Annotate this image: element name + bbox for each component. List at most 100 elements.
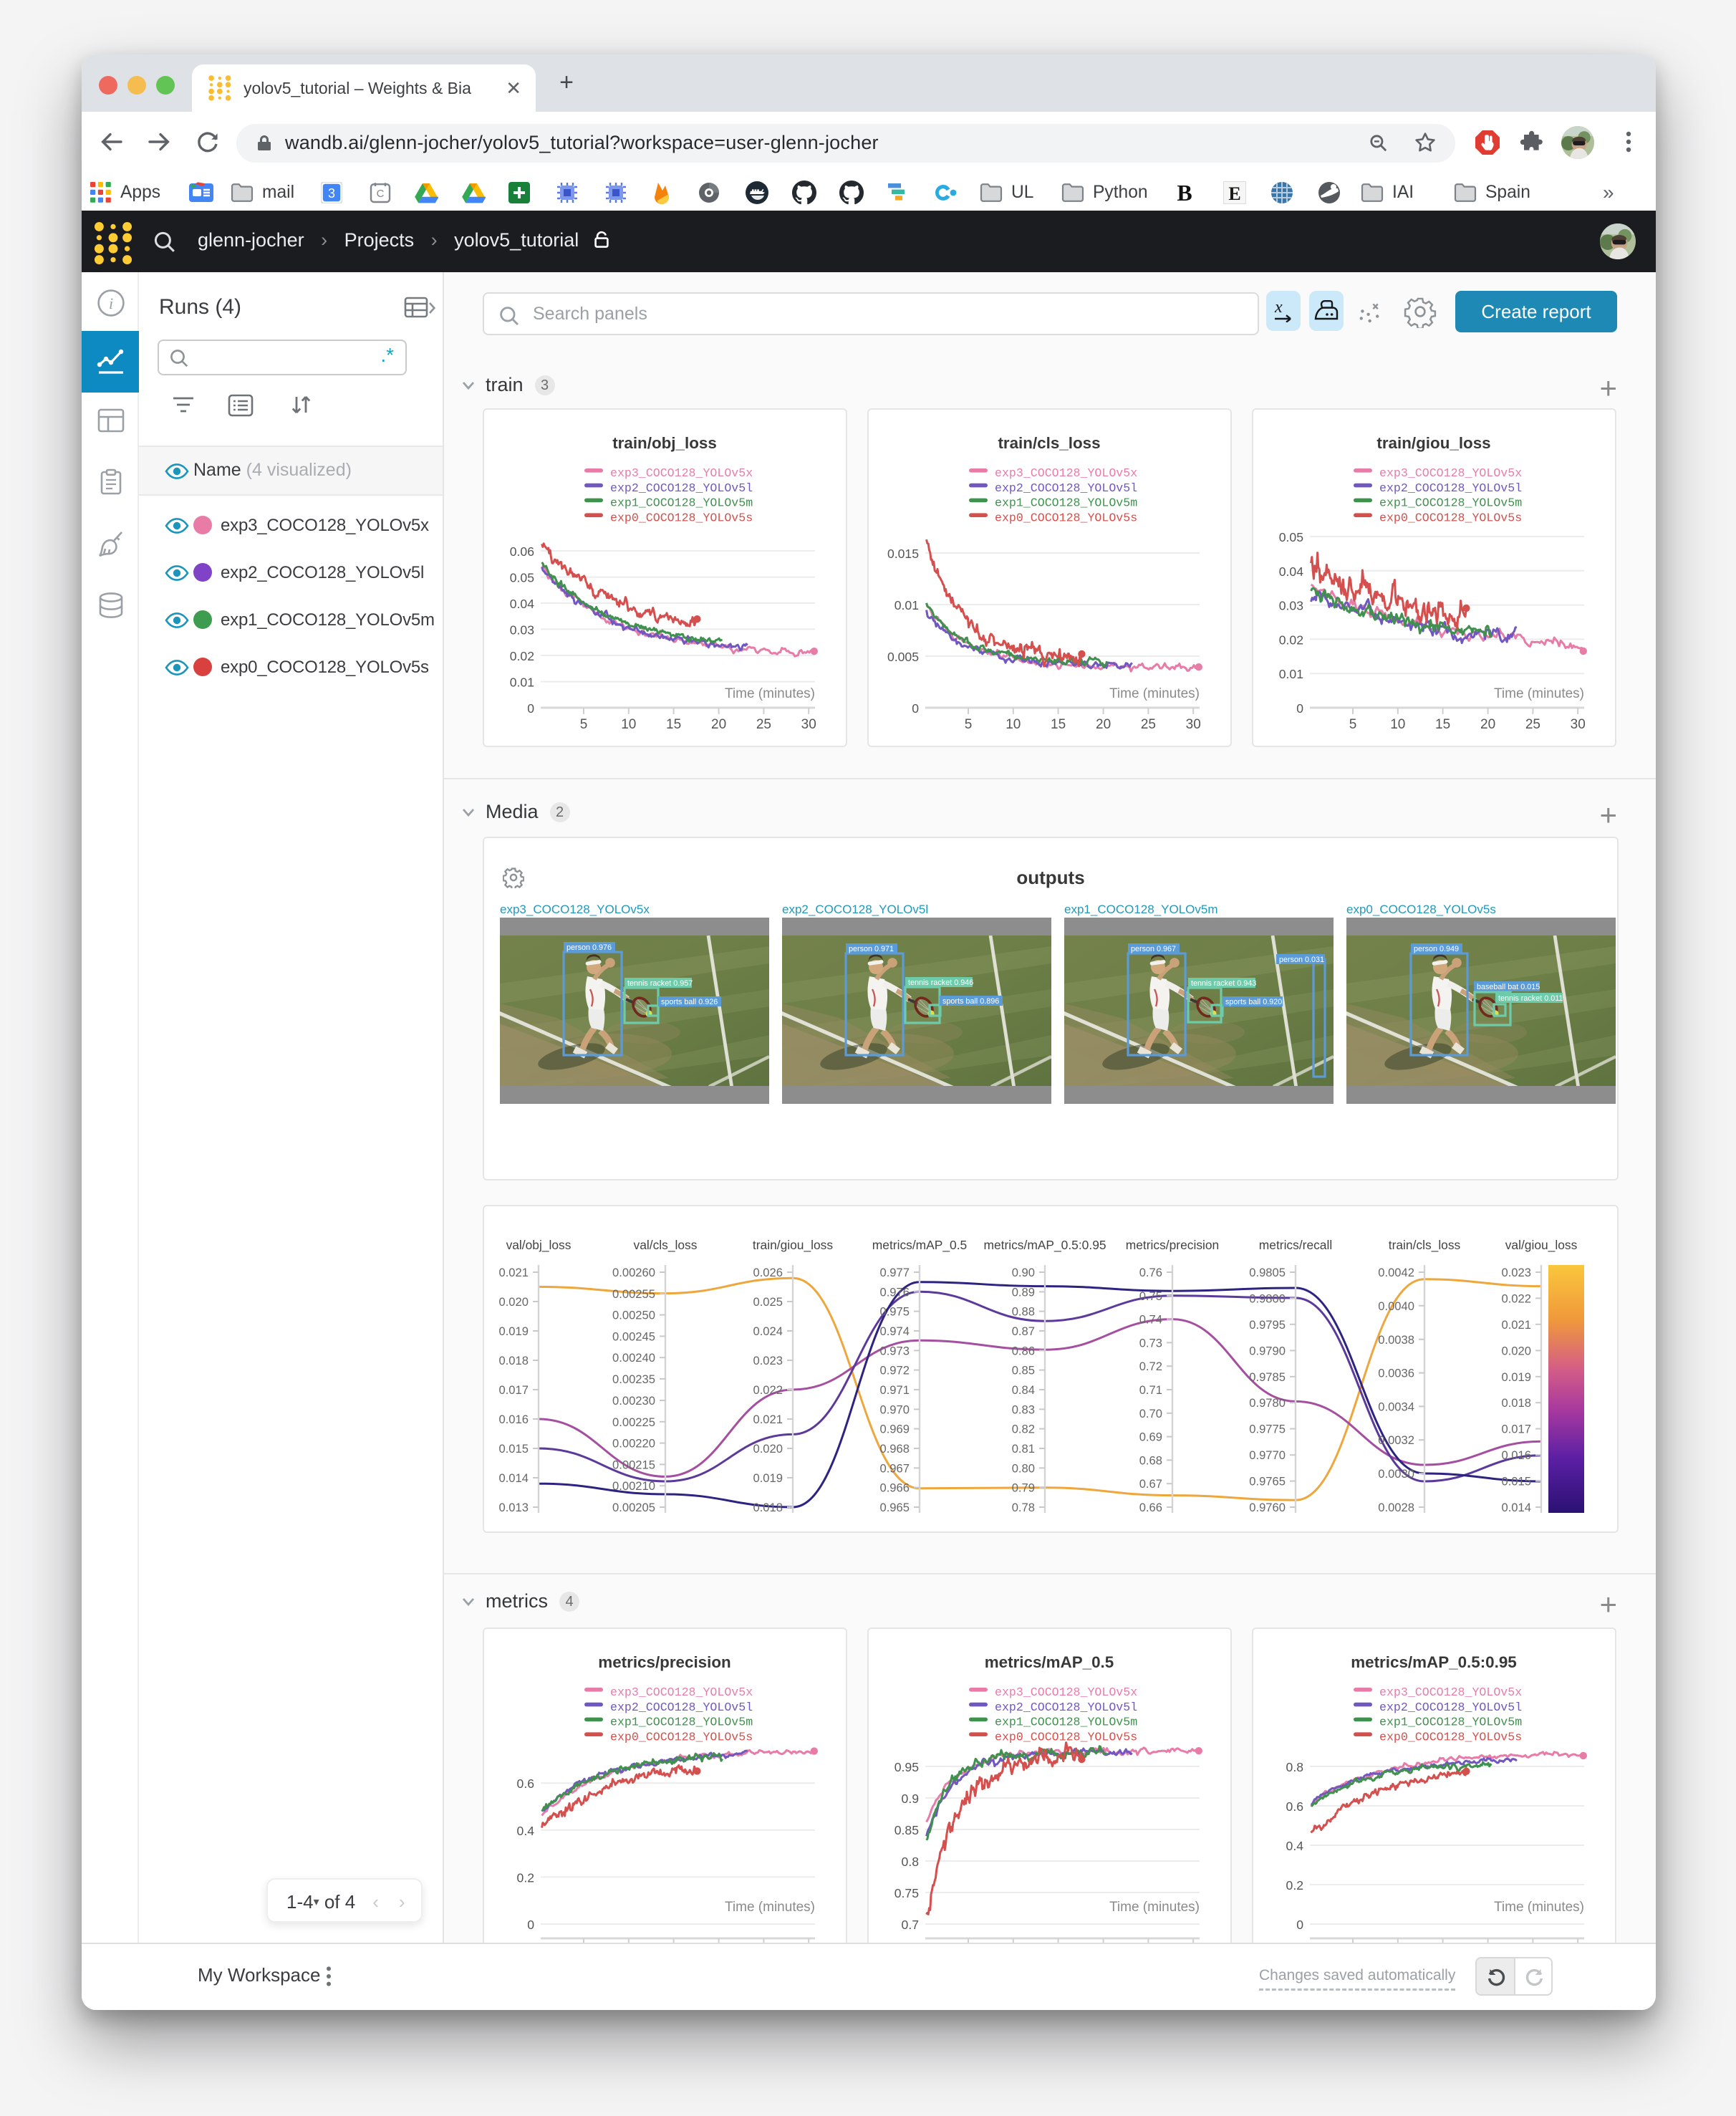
svg-text:5: 5 (965, 717, 973, 732)
svg-text:0.9790: 0.9790 (1249, 1344, 1286, 1357)
svg-text:20: 20 (1480, 717, 1495, 732)
svg-text:person 0.949: person 0.949 (1414, 945, 1459, 953)
svg-text:0.86: 0.86 (1012, 1344, 1035, 1357)
svg-text:0.020: 0.020 (1501, 1344, 1531, 1357)
svg-text:exp0_COCO128_YOLOv5s: exp0_COCO128_YOLOv5s (610, 1730, 753, 1744)
svg-text:exp3_COCO128_YOLOv5x: exp3_COCO128_YOLOv5x (995, 466, 1137, 480)
svg-text:exp3_COCO128_YOLOv5x: exp3_COCO128_YOLOv5x (995, 1685, 1137, 1699)
svg-text:exp2_COCO128_YOLOv5l: exp2_COCO128_YOLOv5l (610, 1701, 753, 1714)
svg-text:0.966: 0.966 (879, 1481, 910, 1495)
svg-text:0.2: 0.2 (1286, 1878, 1303, 1893)
svg-text:15: 15 (1051, 717, 1066, 732)
svg-text:0.01: 0.01 (510, 675, 534, 689)
svg-text:exp1_COCO128_YOLOv5m: exp1_COCO128_YOLOv5m (610, 1716, 753, 1729)
svg-text:0.79: 0.79 (1012, 1481, 1035, 1495)
svg-text:0.019: 0.019 (1501, 1370, 1531, 1384)
svg-text:0.00230: 0.00230 (612, 1394, 655, 1408)
svg-text:25: 25 (1141, 717, 1156, 732)
svg-text:0.015: 0.015 (887, 547, 919, 561)
svg-text:0.019: 0.019 (498, 1324, 529, 1338)
svg-text:0.01: 0.01 (1279, 667, 1303, 681)
svg-text:tennis racket 0.946: tennis racket 0.946 (908, 978, 973, 987)
svg-text:20: 20 (1096, 717, 1111, 732)
svg-text:i: i (109, 294, 113, 312)
svg-text:0.973: 0.973 (879, 1344, 910, 1357)
svg-text:0.9760: 0.9760 (1249, 1501, 1286, 1514)
svg-text:0.05: 0.05 (510, 570, 534, 585)
svg-text:exp1_COCO128_YOLOv5m: exp1_COCO128_YOLOv5m (995, 496, 1137, 510)
svg-text:0.9770: 0.9770 (1249, 1448, 1286, 1462)
svg-text:0.024: 0.024 (753, 1324, 783, 1338)
svg-text:0.026: 0.026 (753, 1266, 783, 1279)
svg-text:0.018: 0.018 (753, 1501, 783, 1514)
svg-text:15: 15 (1435, 717, 1450, 732)
svg-text:0: 0 (1296, 701, 1303, 716)
svg-text:0: 0 (1296, 1918, 1303, 1932)
svg-text:0.6: 0.6 (1286, 1799, 1304, 1814)
svg-text:val/giou_loss: val/giou_loss (1505, 1238, 1578, 1252)
svg-text:tennis racket 0.011: tennis racket 0.011 (1498, 994, 1563, 1003)
svg-text:0.04: 0.04 (510, 597, 534, 611)
svg-text:tennis racket 0.957: tennis racket 0.957 (627, 979, 693, 988)
svg-text:0.020: 0.020 (498, 1295, 529, 1309)
svg-text:0.04: 0.04 (1279, 564, 1303, 579)
svg-text:0.2: 0.2 (517, 1870, 534, 1885)
svg-text:0.9800: 0.9800 (1249, 1292, 1286, 1305)
svg-text:0.014: 0.014 (498, 1471, 529, 1485)
svg-text:x: x (1274, 298, 1283, 317)
svg-text:0.03: 0.03 (510, 623, 534, 638)
svg-text:exp3_COCO128_YOLOv5x: exp3_COCO128_YOLOv5x (610, 466, 753, 480)
svg-text:0.0028: 0.0028 (1378, 1501, 1414, 1514)
svg-text:0.70: 0.70 (1139, 1407, 1162, 1420)
svg-text:B: B (1177, 181, 1192, 204)
svg-text:exp0_COCO128_YOLOv5s: exp0_COCO128_YOLOv5s (1379, 1730, 1522, 1744)
svg-text:E: E (1228, 183, 1240, 204)
svg-text:0.00225: 0.00225 (612, 1415, 655, 1429)
svg-text:0.83: 0.83 (1012, 1403, 1035, 1416)
svg-text:0.72: 0.72 (1139, 1360, 1162, 1373)
svg-text:val/cls_loss: val/cls_loss (634, 1238, 698, 1252)
svg-text:10: 10 (1390, 717, 1405, 732)
svg-text:0.0032: 0.0032 (1378, 1433, 1414, 1447)
svg-text:0.00245: 0.00245 (612, 1329, 655, 1343)
svg-text:0.9765: 0.9765 (1249, 1475, 1286, 1489)
svg-text:exp1_COCO128_YOLOv5m: exp1_COCO128_YOLOv5m (610, 496, 753, 510)
svg-text:0.6: 0.6 (517, 1776, 535, 1791)
svg-text:0.977: 0.977 (879, 1266, 910, 1279)
svg-text:0.85: 0.85 (1012, 1364, 1035, 1377)
svg-text:0.971: 0.971 (879, 1383, 910, 1397)
svg-text:0.013: 0.013 (498, 1501, 529, 1514)
svg-text:0.4: 0.4 (517, 1824, 535, 1838)
svg-text:sports ball 0.926: sports ball 0.926 (661, 998, 718, 1006)
svg-text:25: 25 (756, 717, 771, 732)
svg-text:metrics/mAP_0.5: metrics/mAP_0.5 (985, 1653, 1114, 1671)
svg-text:0.66: 0.66 (1139, 1501, 1162, 1514)
svg-text:metrics/recall: metrics/recall (1259, 1238, 1332, 1252)
svg-text:0.016: 0.016 (1501, 1448, 1531, 1462)
svg-text:25: 25 (1525, 717, 1540, 732)
svg-text:train/cls_loss: train/cls_loss (998, 434, 1100, 452)
svg-text:0.80: 0.80 (1012, 1461, 1035, 1475)
svg-text:0.9775: 0.9775 (1249, 1423, 1286, 1436)
svg-text:0.967: 0.967 (879, 1461, 910, 1475)
svg-text:0.9780: 0.9780 (1249, 1396, 1286, 1410)
svg-text:0.0034: 0.0034 (1378, 1400, 1414, 1413)
svg-text:0.75: 0.75 (894, 1886, 919, 1900)
svg-text:0.90: 0.90 (1012, 1266, 1035, 1279)
svg-text:exp1_COCO128_YOLOv5m: exp1_COCO128_YOLOv5m (1379, 1716, 1522, 1729)
svg-text:0.7: 0.7 (902, 1918, 919, 1932)
svg-text:30: 30 (1571, 717, 1586, 732)
svg-text:0.018: 0.018 (498, 1354, 529, 1367)
svg-text:tennis racket 0.943: tennis racket 0.943 (1191, 979, 1256, 988)
svg-text:0.76: 0.76 (1139, 1266, 1162, 1279)
svg-text:0.021: 0.021 (1501, 1318, 1531, 1332)
svg-text:0.78: 0.78 (1012, 1501, 1035, 1514)
svg-text:0.4: 0.4 (1286, 1839, 1304, 1853)
svg-text:exp2_COCO128_YOLOv5l: exp2_COCO128_YOLOv5l (995, 481, 1137, 495)
svg-text:0.017: 0.017 (1501, 1423, 1531, 1436)
svg-text:0.75: 0.75 (1139, 1289, 1162, 1303)
svg-text:0.022: 0.022 (753, 1383, 783, 1397)
svg-text:5: 5 (580, 717, 588, 732)
svg-text:0.023: 0.023 (753, 1354, 783, 1367)
svg-text:0.8: 0.8 (1286, 1760, 1304, 1774)
